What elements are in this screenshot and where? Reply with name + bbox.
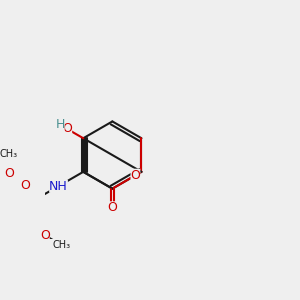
Text: O: O [40,229,50,242]
Text: O: O [4,167,14,180]
Text: O: O [62,122,72,136]
Text: NH: NH [49,180,68,193]
Text: CH₃: CH₃ [0,149,18,159]
Text: O: O [107,201,117,214]
Text: O: O [20,179,30,192]
Text: CH₃: CH₃ [52,240,70,250]
Text: H: H [55,118,65,131]
Text: O: O [130,169,140,182]
